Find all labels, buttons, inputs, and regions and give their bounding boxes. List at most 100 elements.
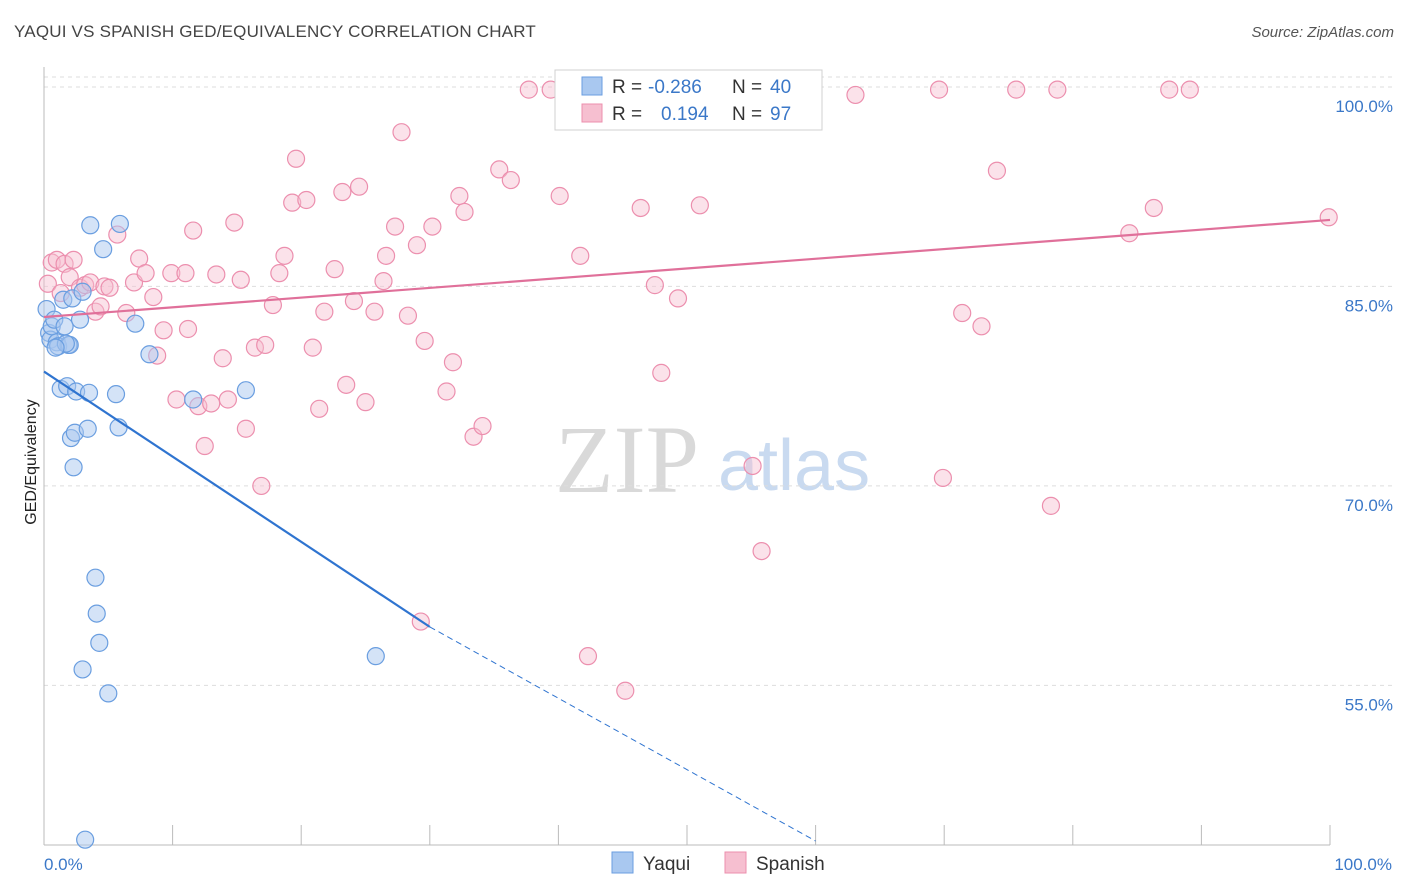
- y-tick-label: 55.0%: [1345, 695, 1393, 714]
- spanish-point: [38, 274, 57, 293]
- chart-title: YAQUI VS SPANISH GED/EQUIVALENCY CORRELA…: [14, 22, 537, 41]
- spanish-point: [184, 221, 203, 240]
- yaqui-point: [87, 604, 106, 623]
- yaqui-point: [236, 381, 256, 400]
- spanish-point: [407, 236, 427, 255]
- spanish-point: [578, 647, 598, 666]
- yaqui-point: [94, 240, 113, 259]
- spanish-point: [398, 306, 418, 325]
- spanish-point: [325, 260, 344, 279]
- spanish-point: [652, 363, 671, 382]
- spanish-point: [349, 177, 369, 196]
- spanish-point: [455, 202, 474, 222]
- bottom-legend-swatch-spanish: [724, 851, 747, 874]
- yaqui-point: [73, 282, 92, 301]
- bottom-legend-label-yaqui: Yaqui: [643, 854, 690, 875]
- yaqui-point: [79, 383, 99, 402]
- spanish-point: [315, 302, 334, 321]
- spanish-point: [176, 264, 195, 283]
- axes: [43, 67, 1331, 846]
- spanish-point: [953, 303, 972, 323]
- spanish-point: [167, 390, 186, 409]
- spanish-point: [376, 246, 396, 265]
- spanish-point: [245, 338, 265, 357]
- spanish-point: [356, 393, 375, 412]
- spanish-point: [275, 246, 294, 265]
- spanish-point: [374, 272, 393, 291]
- spanish-point: [571, 246, 590, 265]
- spanish-point: [392, 123, 411, 142]
- spanish-point: [1160, 80, 1179, 99]
- legend-r-value-spanish: 0.194: [661, 104, 709, 125]
- spanish-point: [501, 170, 520, 190]
- spanish-point: [1048, 80, 1067, 99]
- spanish-point: [550, 186, 569, 206]
- spanish-point: [450, 186, 469, 206]
- correlation-legend: R = -0.286 N = 40 R = 0.194 N = 97: [554, 69, 823, 131]
- yaqui-point: [55, 317, 74, 336]
- yaqui-point: [46, 338, 65, 357]
- y-tick-label: 85.0%: [1345, 296, 1393, 315]
- spanish-point: [1041, 496, 1061, 515]
- yaqui-point: [78, 419, 97, 438]
- legend-r-value-yaqui: -0.286: [648, 77, 702, 98]
- spanish-point: [297, 190, 316, 210]
- yaqui-trend-line: [43, 370, 431, 628]
- y-tick-label: 70.0%: [1345, 496, 1393, 515]
- x-tick-label-min: 0.0%: [44, 855, 83, 874]
- spanish-point: [337, 375, 356, 394]
- legend-n-value-spanish: 97: [770, 104, 791, 125]
- spanish-point: [310, 399, 329, 418]
- spanish-point: [1144, 198, 1163, 218]
- spanish-point: [752, 541, 771, 561]
- spanish-point: [1180, 80, 1199, 99]
- spanish-point: [195, 436, 214, 456]
- spanish-point: [490, 160, 509, 179]
- watermark-zip: ZIP: [555, 406, 699, 513]
- legend-n-value-yaqui: 40: [770, 77, 791, 98]
- spanish-points: [38, 80, 1338, 700]
- yaqui-point: [64, 458, 83, 477]
- spanish-point: [929, 80, 949, 99]
- spanish-trend-line: [43, 218, 1331, 319]
- spanish-point: [256, 335, 275, 355]
- spanish-point: [231, 270, 250, 289]
- yaqui-point: [110, 214, 129, 234]
- spanish-point: [303, 338, 322, 357]
- series-legend: Yaqui Spanish: [611, 851, 825, 875]
- yaqui-point: [99, 684, 118, 703]
- spanish-point: [207, 265, 226, 284]
- spanish-point: [178, 319, 198, 339]
- spanish-point: [743, 456, 762, 476]
- spanish-point: [270, 264, 289, 283]
- spanish-point: [631, 198, 650, 218]
- spanish-point: [236, 419, 256, 438]
- yaqui-point: [86, 568, 105, 587]
- spanish-point: [154, 321, 173, 340]
- spanish-point: [668, 289, 688, 308]
- spanish-point: [443, 353, 463, 372]
- y-axis-title: GED/Equivalency: [23, 399, 40, 524]
- legend-r-label-yaqui: R =: [612, 77, 642, 98]
- yaqui-point: [90, 633, 109, 652]
- spanish-point: [1319, 208, 1338, 227]
- yaqui-point: [140, 345, 159, 364]
- spanish-point: [286, 149, 306, 168]
- yaqui-points: [37, 214, 385, 849]
- spanish-point: [218, 390, 237, 409]
- y-tick-label: 100.0%: [1335, 97, 1393, 116]
- yaqui-point: [126, 314, 145, 333]
- spanish-point: [283, 193, 302, 212]
- spanish-point: [972, 317, 991, 336]
- yaqui-point: [106, 385, 126, 404]
- legend-n-label-spanish: N =: [732, 104, 762, 125]
- yaqui-point: [366, 647, 385, 666]
- bottom-legend-swatch-yaqui: [611, 851, 634, 874]
- spanish-point: [987, 161, 1007, 180]
- spanish-point: [415, 331, 434, 351]
- spanish-point: [423, 217, 442, 236]
- spanish-point: [333, 182, 352, 202]
- spanish-point: [91, 297, 110, 316]
- spanish-point: [213, 349, 232, 368]
